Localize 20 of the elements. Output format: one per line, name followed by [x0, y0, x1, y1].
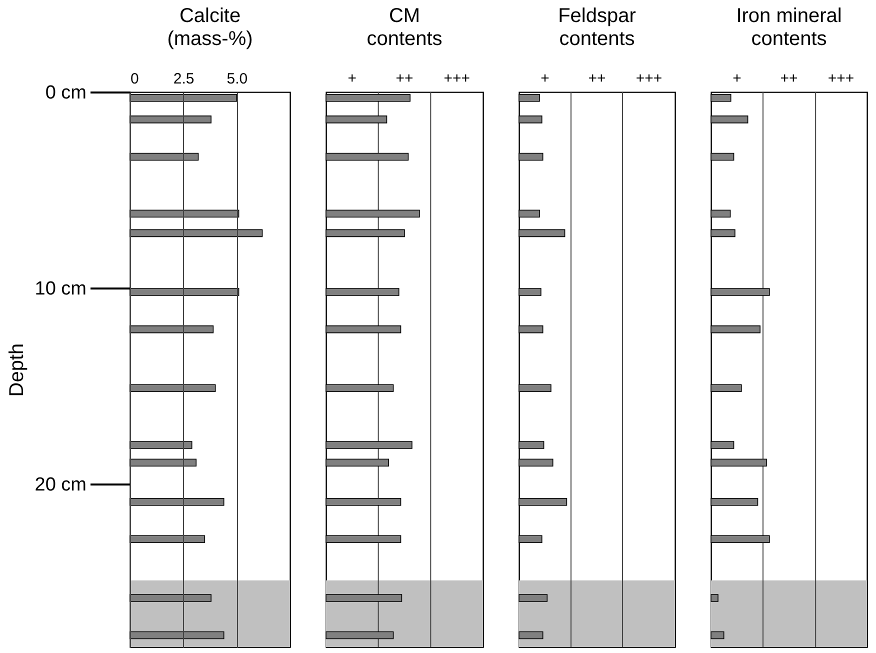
chart-title: Calcite (mass-%) [167, 5, 253, 50]
text: + [540, 70, 550, 87]
y-tick-label: 10 cm [34, 278, 86, 300]
text: +++ [828, 70, 854, 87]
chart-title: CM contents [366, 5, 442, 50]
y-tick-label: 0 cm [45, 82, 86, 104]
x-tick-label: 0 [130, 70, 139, 88]
text: ++ [396, 70, 414, 87]
chart-title: Feldspar contents [558, 5, 636, 50]
text: ++ [588, 70, 606, 87]
text: + [732, 70, 742, 87]
chart-title: Iron mineral contents [736, 5, 842, 50]
text: +++ [636, 70, 662, 87]
text: ++ [780, 70, 798, 87]
text: + [348, 70, 357, 87]
x-tick-label: 2.5 [173, 70, 194, 88]
y-tick-label: 20 cm [34, 474, 86, 496]
x-tick-label: 5.0 [226, 70, 248, 88]
y-axis-title: Depth [6, 343, 28, 397]
text: +++ [444, 70, 470, 87]
